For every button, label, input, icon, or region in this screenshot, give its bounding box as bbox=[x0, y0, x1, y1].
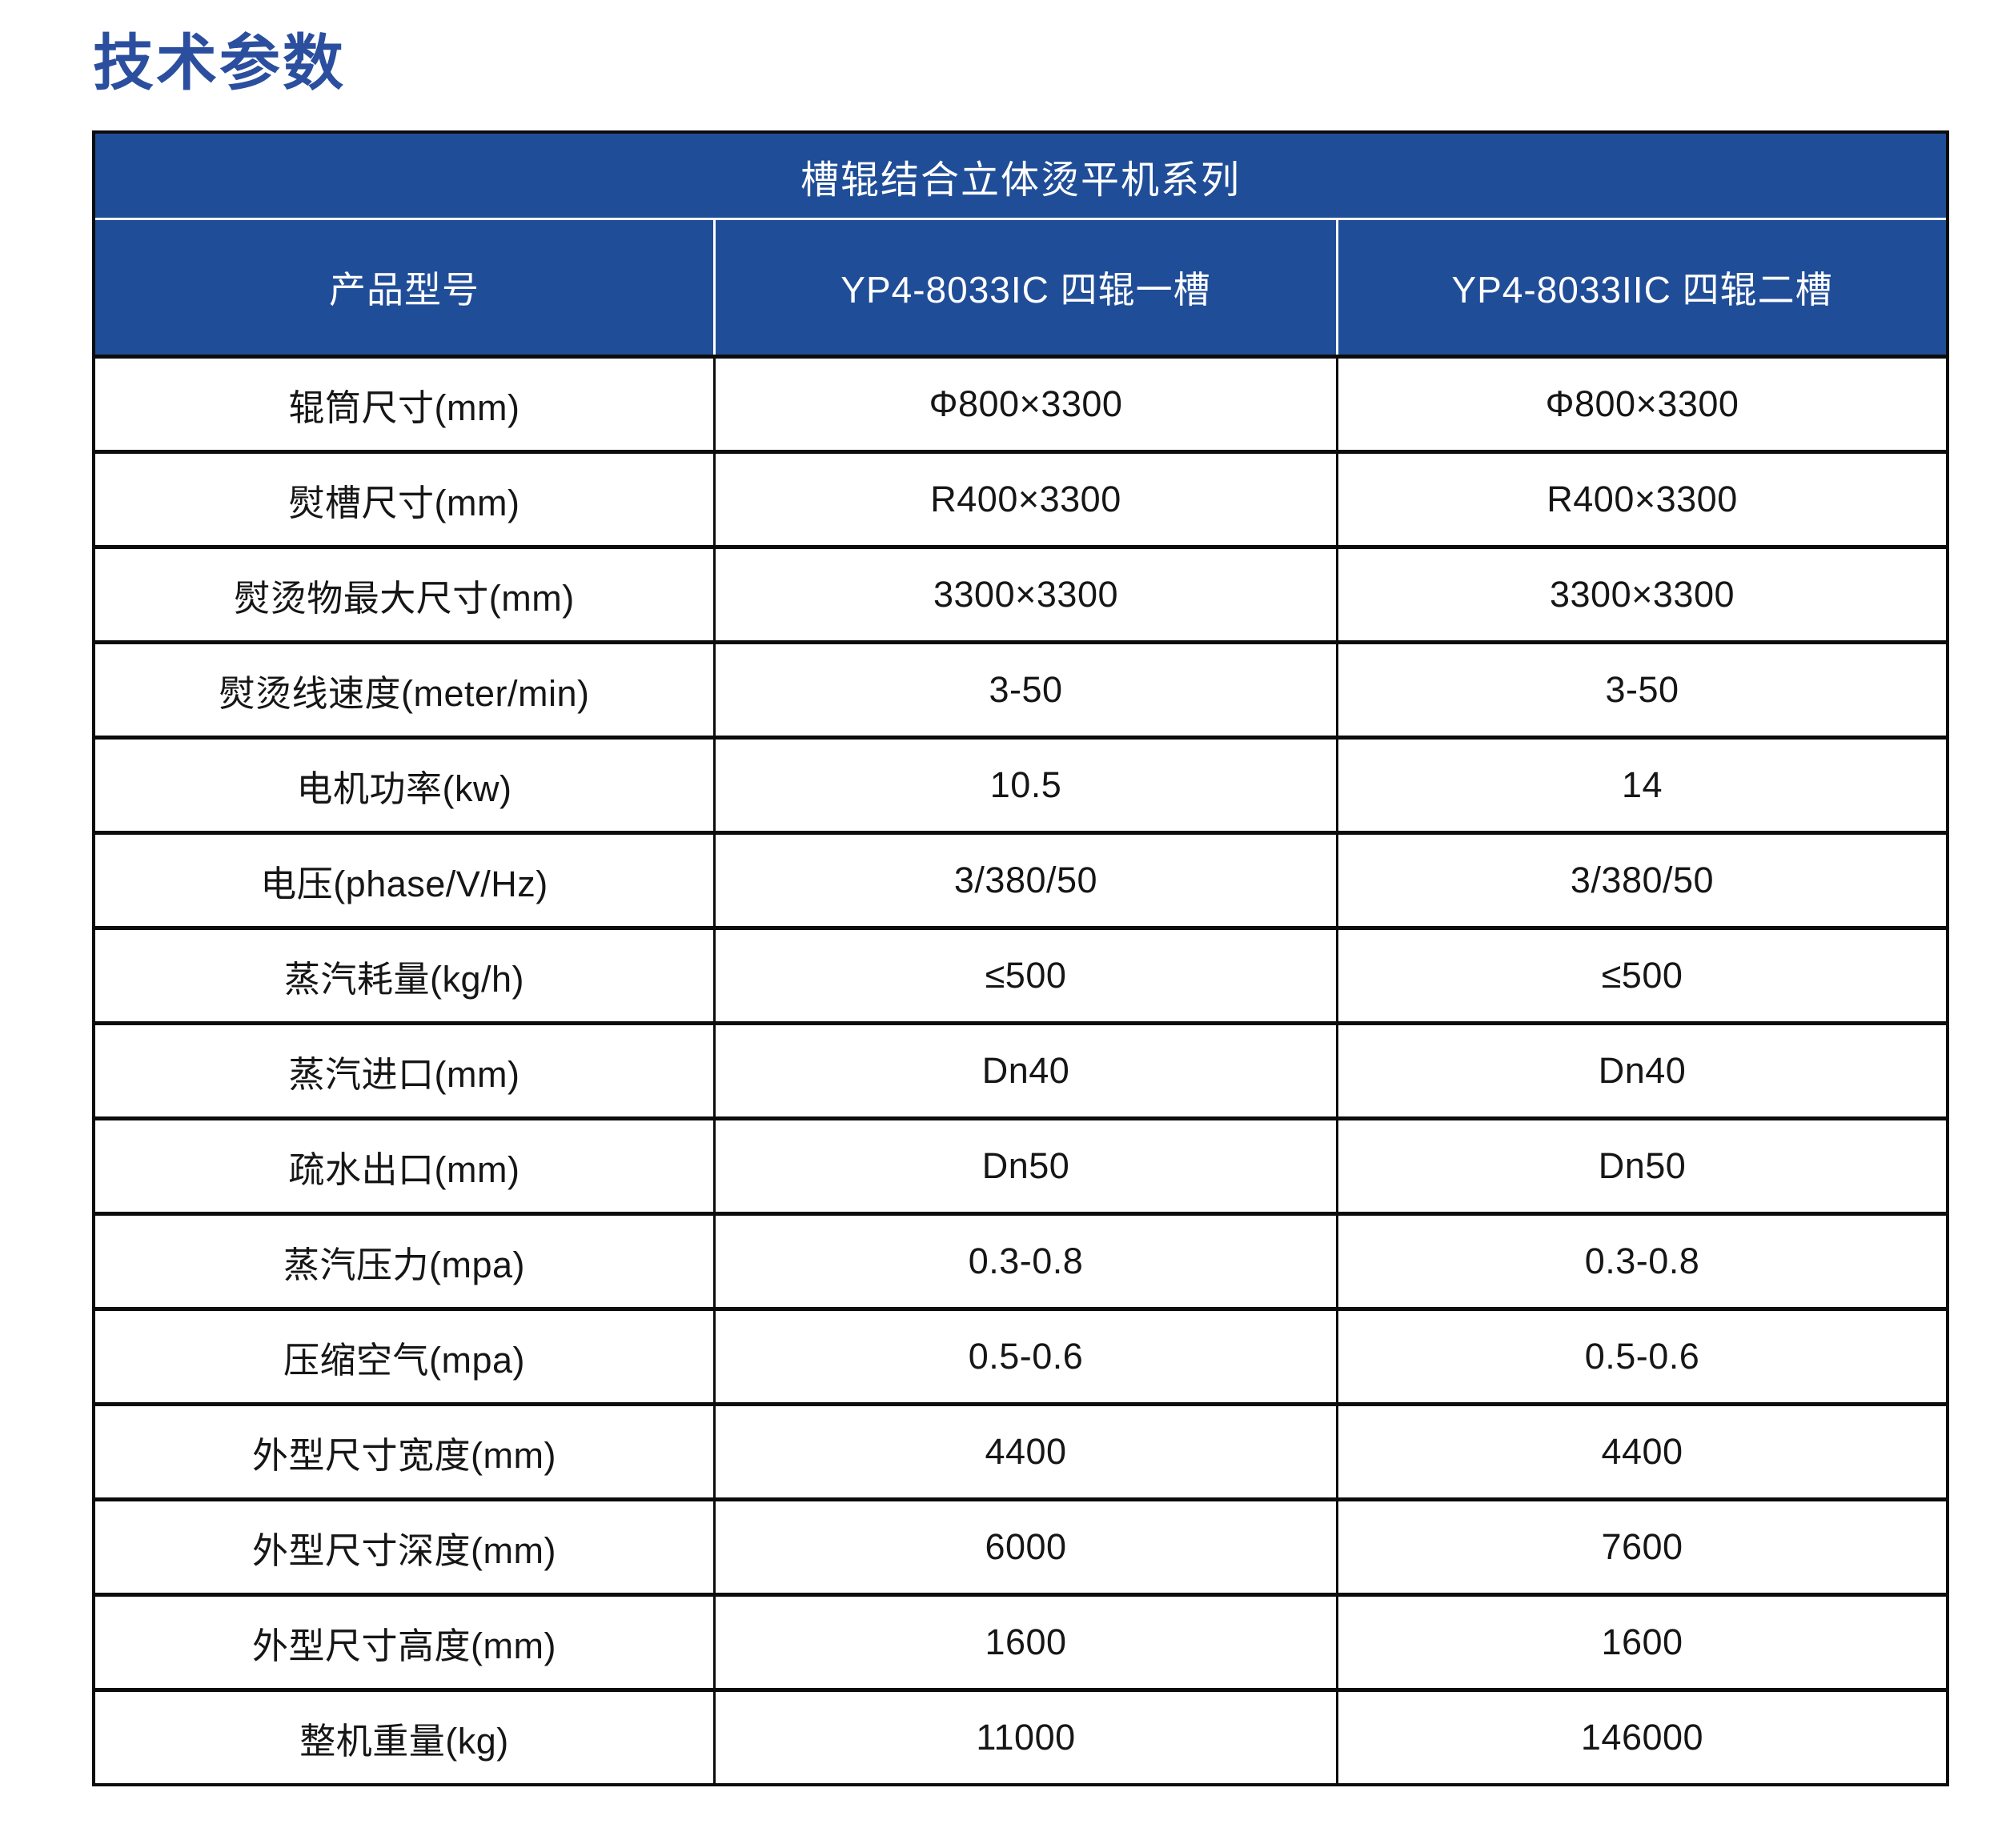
spec-value-model-2: R400×3300 bbox=[1336, 454, 1946, 545]
spec-value-model-2: 0.5-0.6 bbox=[1336, 1311, 1946, 1402]
spec-label: 外型尺寸深度(mm) bbox=[252, 1529, 556, 1571]
spec-value-model-2: ≤500 bbox=[1336, 930, 1946, 1021]
table-row: 整机重量(kg) 11000 146000 bbox=[95, 1688, 1946, 1783]
spec-value-model-1: Dn40 bbox=[713, 1025, 1336, 1116]
spec-label: 压缩空气(mpa) bbox=[283, 1339, 525, 1381]
table-row: 蒸汽进口(mm) Dn40 Dn40 bbox=[95, 1021, 1946, 1116]
spec-value-model-1: 1600 bbox=[713, 1597, 1336, 1688]
spec-label: 整机重量(kg) bbox=[299, 1720, 509, 1762]
table-row: 外型尺寸宽度(mm) 4400 4400 bbox=[95, 1402, 1946, 1497]
table-row: 熨烫线速度(meter/min) 3-50 3-50 bbox=[95, 640, 1946, 736]
table-row: 蒸汽耗量(kg/h) ≤500 ≤500 bbox=[95, 926, 1946, 1021]
table-body: 辊筒尺寸(mm) Φ800×3300 Φ800×3300 熨槽尺寸(mm) R4… bbox=[95, 355, 1946, 1783]
spec-value-model-1: Dn50 bbox=[713, 1120, 1336, 1212]
column-header-model-2: YP4-8033IIC 四辊二槽 bbox=[1336, 220, 1946, 355]
spec-value-model-1: ≤500 bbox=[713, 930, 1336, 1021]
spec-value-model-1: 3-50 bbox=[713, 644, 1336, 736]
spec-label: 蒸汽压力(mpa) bbox=[283, 1244, 525, 1285]
spec-value-model-2: 7600 bbox=[1336, 1501, 1946, 1593]
spec-value-model-2: Dn50 bbox=[1336, 1120, 1946, 1212]
spec-label: 疏水出口(mm) bbox=[288, 1148, 520, 1190]
spec-label: 熨槽尺寸(mm) bbox=[288, 482, 520, 523]
spec-value-model-2: 3-50 bbox=[1336, 644, 1946, 736]
table-row: 电机功率(kw) 10.5 14 bbox=[95, 736, 1946, 831]
spec-value-model-2: 3/380/50 bbox=[1336, 835, 1946, 926]
spec-value-model-1: 10.5 bbox=[713, 740, 1336, 831]
table-row: 外型尺寸深度(mm) 6000 7600 bbox=[95, 1497, 1946, 1593]
spec-label: 电机功率(kw) bbox=[296, 768, 512, 809]
table-row: 熨烫物最大尺寸(mm) 3300×3300 3300×3300 bbox=[95, 545, 1946, 640]
column-header-model-1: YP4-8033IC 四辊一槽 bbox=[713, 220, 1336, 355]
table-row: 辊筒尺寸(mm) Φ800×3300 Φ800×3300 bbox=[95, 355, 1946, 450]
spec-value-model-1: 6000 bbox=[713, 1501, 1336, 1593]
spec-label: 电压(phase/V/Hz) bbox=[260, 863, 548, 904]
table-row: 压缩空气(mpa) 0.5-0.6 0.5-0.6 bbox=[95, 1307, 1946, 1402]
spec-value-model-1: 0.5-0.6 bbox=[713, 1311, 1336, 1402]
spec-value-model-1: 3300×3300 bbox=[713, 549, 1336, 640]
spec-value-model-1: 3/380/50 bbox=[713, 835, 1336, 926]
spec-label: 外型尺寸高度(mm) bbox=[252, 1625, 556, 1666]
table-row: 熨槽尺寸(mm) R400×3300 R400×3300 bbox=[95, 450, 1946, 545]
spec-label: 外型尺寸宽度(mm) bbox=[252, 1434, 556, 1476]
series-title: 槽辊结合立体烫平机系列 bbox=[800, 158, 1241, 202]
spec-value-model-1: R400×3300 bbox=[713, 454, 1336, 545]
spec-label: 蒸汽耗量(kg/h) bbox=[283, 958, 525, 1000]
spec-value-model-2: 0.3-0.8 bbox=[1336, 1216, 1946, 1307]
spec-label: 蒸汽进口(mm) bbox=[288, 1053, 520, 1095]
column-header-product-model: 产品型号 bbox=[329, 269, 479, 311]
spec-value-model-2: 3300×3300 bbox=[1336, 549, 1946, 640]
table-column-header-row: 产品型号 YP4-8033IC 四辊一槽 YP4-8033IIC 四辊二槽 bbox=[95, 220, 1946, 355]
spec-value-model-2: Φ800×3300 bbox=[1336, 359, 1946, 450]
table-row: 疏水出口(mm) Dn50 Dn50 bbox=[95, 1116, 1946, 1212]
spec-value-model-2: 4400 bbox=[1336, 1406, 1946, 1497]
table-row: 电压(phase/V/Hz) 3/380/50 3/380/50 bbox=[95, 831, 1946, 926]
spec-value-model-2: 146000 bbox=[1336, 1692, 1946, 1783]
spec-value-model-1: 4400 bbox=[713, 1406, 1336, 1497]
spec-label: 熨烫物最大尺寸(mm) bbox=[234, 577, 575, 619]
spec-value-model-2: 14 bbox=[1336, 740, 1946, 831]
spec-value-model-2: 1600 bbox=[1336, 1597, 1946, 1688]
table-row: 外型尺寸高度(mm) 1600 1600 bbox=[95, 1593, 1946, 1688]
spec-label: 熨烫线速度(meter/min) bbox=[219, 672, 590, 714]
spec-value-model-1: 11000 bbox=[713, 1692, 1336, 1783]
page-title: 技术参数 bbox=[93, 30, 346, 98]
table-row: 蒸汽压力(mpa) 0.3-0.8 0.3-0.8 bbox=[95, 1212, 1946, 1307]
spec-table: 槽辊结合立体烫平机系列 产品型号 YP4-8033IC 四辊一槽 YP4-803… bbox=[92, 130, 1949, 1786]
spec-label: 辊筒尺寸(mm) bbox=[288, 387, 520, 428]
table-series-header: 槽辊结合立体烫平机系列 bbox=[95, 134, 1946, 220]
spec-value-model-1: Φ800×3300 bbox=[713, 359, 1336, 450]
spec-value-model-2: Dn40 bbox=[1336, 1025, 1946, 1116]
spec-value-model-1: 0.3-0.8 bbox=[713, 1216, 1336, 1307]
